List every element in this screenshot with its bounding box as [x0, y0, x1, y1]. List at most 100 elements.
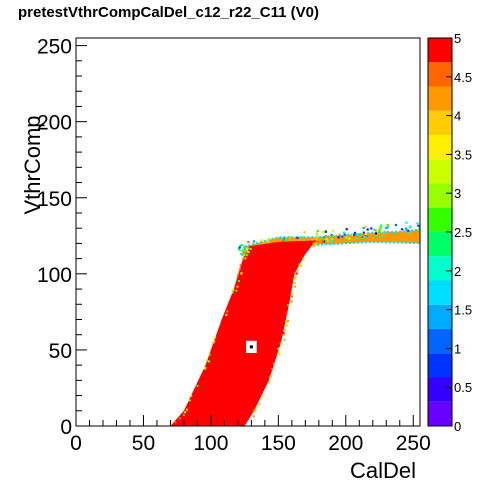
edge-cell — [313, 244, 316, 247]
color-palette: 0 0.5 1 1.5 2 2.5 3 3.5 4 4.5 5 — [427, 31, 472, 434]
fringe-cell — [375, 234, 378, 238]
fringe-cell — [425, 223, 427, 225]
fringe-cell — [370, 227, 373, 230]
edge-cell — [232, 288, 235, 291]
fringe-cell — [374, 232, 377, 235]
edge-cell — [208, 360, 210, 363]
palette-swatch — [428, 62, 452, 87]
fringe-cell — [324, 230, 327, 233]
palette-swatch — [428, 159, 452, 184]
fringe-cell — [324, 235, 327, 238]
z-tick-label: 3 — [454, 186, 461, 201]
fringe-cell — [373, 228, 376, 231]
edge-cell — [253, 410, 256, 413]
palette-swatch — [428, 207, 452, 232]
palette-swatch — [428, 304, 452, 329]
fringe-cell — [377, 231, 380, 234]
fringe-cell — [357, 233, 360, 236]
edge-cell — [249, 248, 252, 250]
edge-cell — [286, 323, 288, 326]
fringe-cell — [362, 231, 365, 234]
edge-cell — [285, 321, 288, 323]
y-tick-label: 100 — [37, 264, 72, 287]
edge-cell — [225, 313, 228, 316]
edge-cell — [208, 353, 211, 356]
edge-cell — [315, 243, 317, 246]
fringe-cell — [286, 238, 289, 241]
x-tick-label: 150 — [261, 432, 296, 455]
fringe-cell — [343, 233, 346, 236]
fringe-cell — [355, 237, 358, 240]
fringe-cell — [238, 246, 241, 249]
fringe-cell — [379, 226, 382, 229]
fringe-cell — [424, 226, 426, 228]
fringe-cell — [387, 226, 390, 229]
edge-cell — [246, 249, 249, 252]
edge-cell — [295, 272, 298, 275]
fringe-cell — [353, 231, 357, 234]
edge-cell — [283, 333, 286, 336]
x-tick-label: 250 — [396, 432, 431, 455]
palette-swatch — [428, 280, 452, 305]
x-tick-label: 0 — [70, 432, 82, 455]
palette-swatch — [428, 377, 452, 402]
z-tick-label: 3.5 — [454, 147, 472, 162]
fringe-cell — [247, 241, 250, 244]
edge-cell — [317, 240, 319, 243]
plot-frame — [75, 37, 421, 427]
palette-swatch — [428, 38, 452, 63]
edge-cell — [212, 341, 215, 344]
edge-cell — [293, 282, 296, 285]
fringe-cell — [288, 236, 292, 239]
z-tick-label: 4.5 — [454, 70, 472, 85]
edge-cell — [241, 257, 244, 260]
fringe-cell — [353, 233, 356, 236]
fringe-cell — [394, 232, 397, 235]
fringe-cell — [385, 226, 388, 229]
edge-cell — [226, 307, 229, 309]
edge-cell — [258, 403, 261, 406]
fringe-cell — [267, 240, 270, 243]
fringe-cell — [311, 239, 314, 242]
y-axis: 0 50 100 150 200 250 — [37, 36, 87, 439]
edge-cell — [183, 413, 186, 416]
fringe-cell — [315, 232, 318, 235]
fringe-cell — [322, 240, 326, 243]
z-tick-label: 1.5 — [454, 303, 472, 318]
fringe-cell — [321, 230, 324, 234]
edge-cell — [268, 381, 271, 384]
fringe-cell — [407, 231, 411, 234]
edge-cell — [245, 250, 248, 253]
edge-cell — [253, 408, 256, 411]
edge-cell — [243, 254, 245, 256]
edge-cell — [235, 289, 238, 292]
z-tick-label: 4 — [454, 109, 461, 124]
palette-swatch — [428, 183, 452, 208]
edge-cell — [300, 264, 303, 267]
fringe-cell — [366, 228, 369, 231]
fringe-cell — [337, 236, 340, 239]
fringe-cell — [364, 225, 367, 228]
edge-cell — [262, 395, 265, 398]
edge-cell — [184, 411, 187, 414]
edge-cell — [186, 408, 188, 411]
edge-cell — [269, 375, 272, 378]
edge-cell — [174, 421, 177, 424]
edge-cell — [312, 242, 315, 245]
edge-cell — [277, 347, 280, 350]
palette-swatch — [428, 86, 452, 111]
y-tick-label: 50 — [49, 340, 72, 363]
edge-cell — [246, 253, 249, 256]
fringe-cell — [338, 233, 341, 236]
y-tick-label: 250 — [37, 36, 72, 59]
fringe-cell — [365, 235, 368, 238]
fringe-cell — [342, 231, 345, 234]
fringe-cell — [316, 234, 319, 237]
x-tick-label: 100 — [193, 432, 228, 455]
fringe-cell — [416, 222, 419, 225]
edge-cell — [272, 362, 275, 365]
fringe-cell — [405, 228, 408, 232]
fringe-cell — [379, 228, 382, 231]
edge-cell — [287, 304, 290, 307]
